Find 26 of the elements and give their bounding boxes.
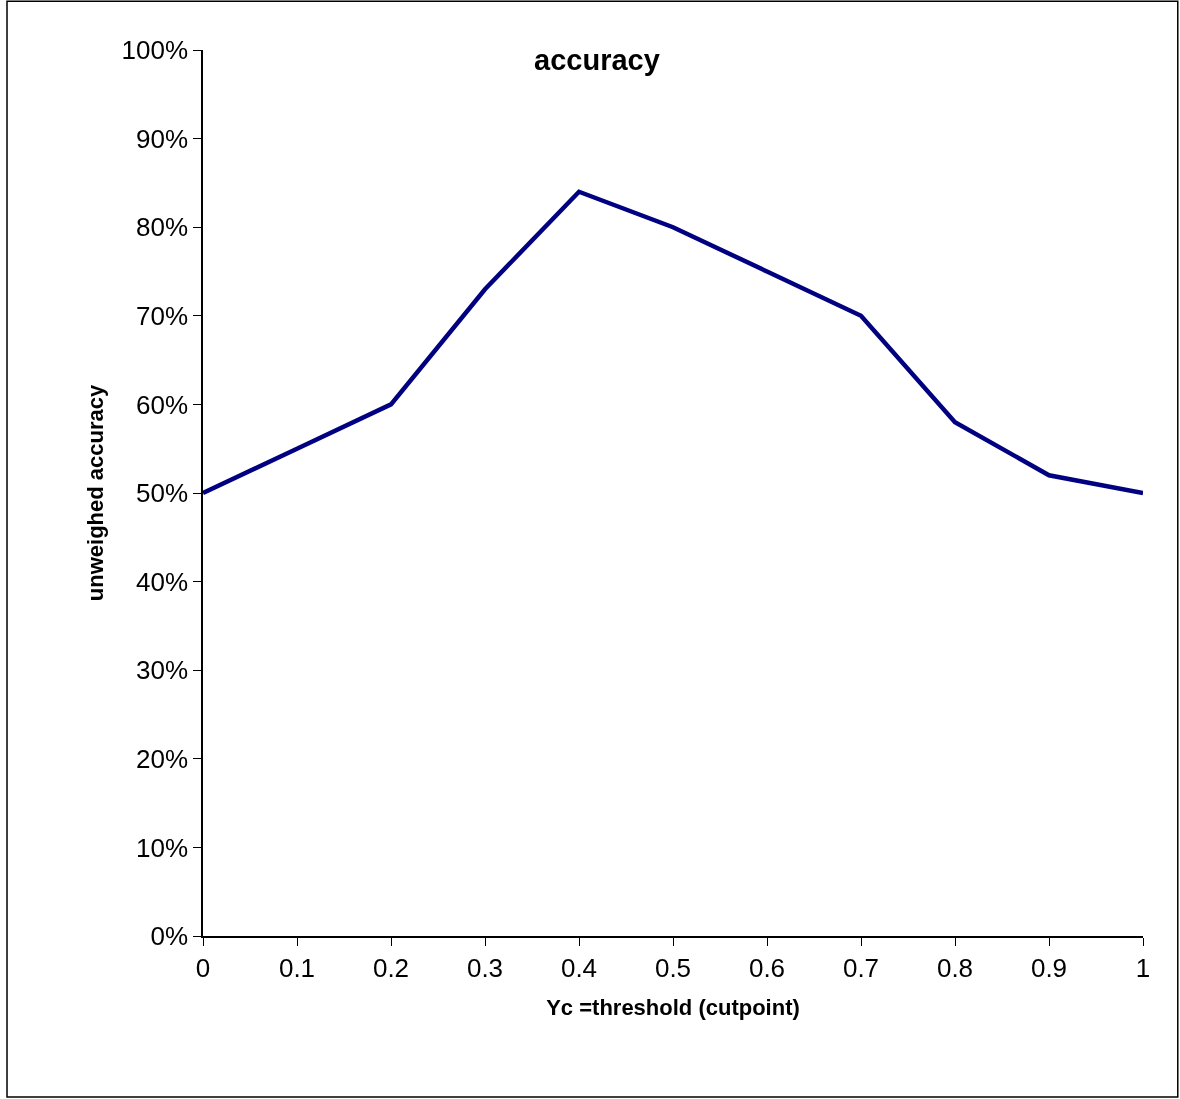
x-tick-label: 0.5: [654, 952, 692, 983]
y-tick-label: 50%: [136, 478, 189, 509]
x-axis-title: Yc =threshold (cutpoint): [546, 995, 800, 1021]
x-tick-label: 0.7: [842, 952, 880, 983]
y-tick-label: 60%: [136, 389, 189, 420]
x-tick-label: 1: [1135, 952, 1151, 983]
y-tick-label: 20%: [136, 743, 189, 774]
x-tick-label: 0.3: [466, 952, 504, 983]
y-axis-title: unweighed accuracy: [82, 384, 108, 602]
x-tick-label: 0.1: [278, 952, 316, 983]
y-tick-label: 80%: [136, 212, 189, 243]
y-tick-label: 0%: [150, 921, 189, 952]
x-tick-label: 0.9: [1030, 952, 1068, 983]
y-tick-label: 90%: [136, 123, 189, 154]
y-tick-label: 40%: [136, 566, 189, 597]
chart-title: accuracy: [534, 44, 660, 77]
y-tick-label: 30%: [136, 655, 189, 686]
x-tick-label: 0.6: [748, 952, 786, 983]
x-tick-label: 0.2: [372, 952, 410, 983]
y-tick-label: 70%: [136, 300, 189, 331]
x-tick-label: 0.4: [560, 952, 598, 983]
x-tick-label: 0: [195, 952, 211, 983]
line-series: [203, 189, 1143, 496]
x-tick-label: 0.8: [936, 952, 974, 983]
y-tick-label: 100%: [121, 35, 189, 66]
y-tick-label: 10%: [136, 832, 189, 863]
